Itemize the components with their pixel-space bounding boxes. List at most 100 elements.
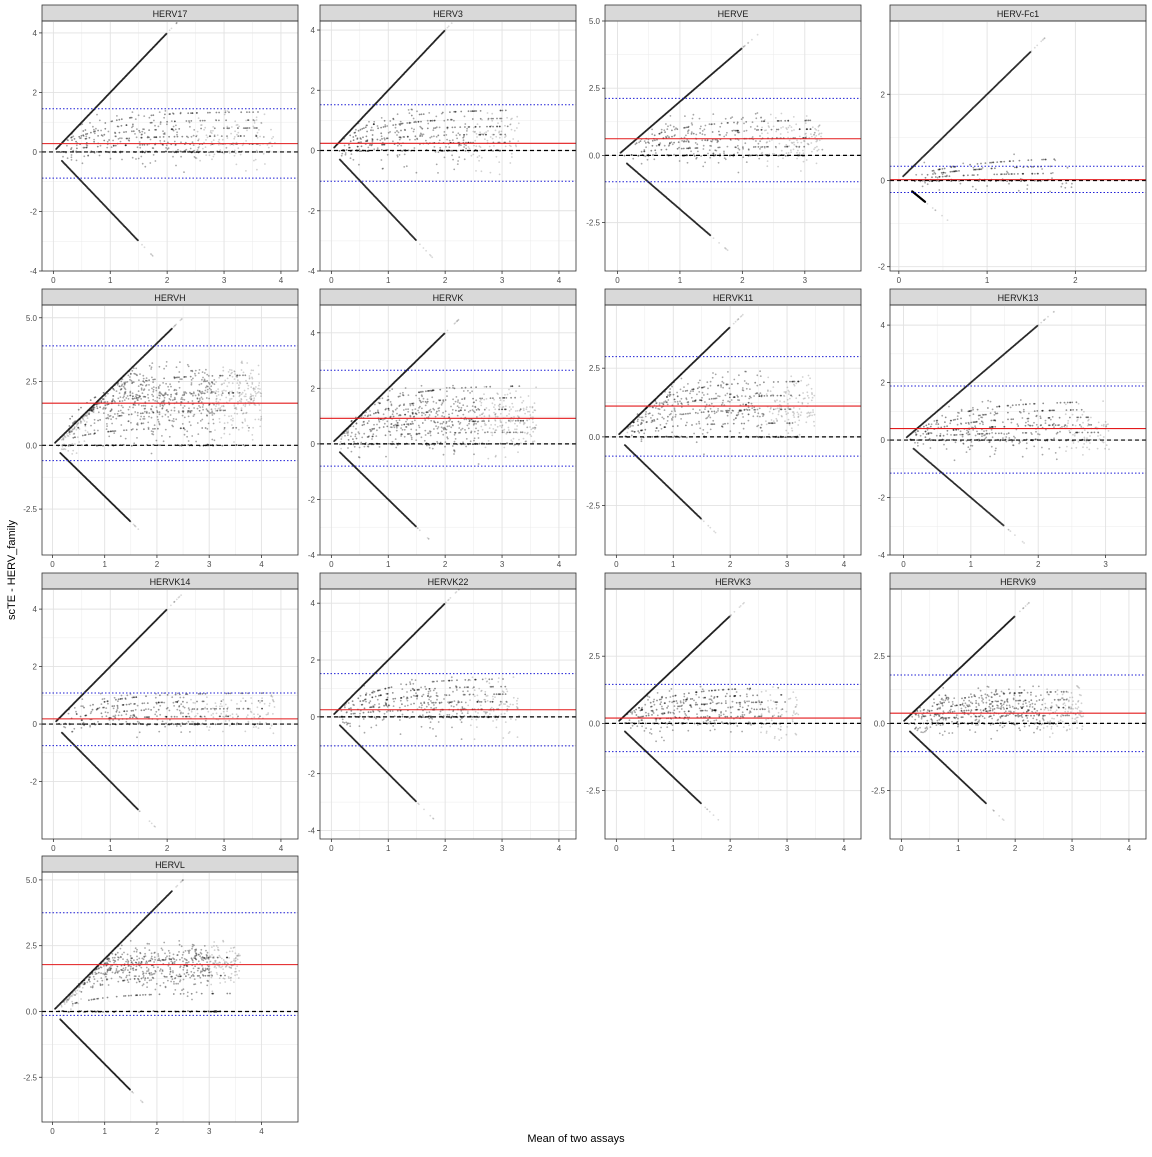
data-point [177,136,179,138]
data-point [428,416,430,418]
data-point [500,421,502,423]
y-tick-label: -2 [878,263,886,272]
data-point [140,156,142,158]
data-point [254,391,256,393]
data-point [777,166,779,168]
data-point [366,131,368,133]
data-point [166,121,168,123]
data-point [94,422,96,424]
data-point [110,415,112,417]
data-point [174,398,176,400]
data-point [785,127,787,129]
data-point [492,432,494,434]
data-point [424,419,426,421]
data-point [215,381,217,383]
data-point [927,203,929,205]
data-point [508,389,510,391]
data-point [183,427,185,429]
data-point [392,118,394,120]
data-point [186,436,188,438]
data-point [798,146,800,148]
data-point [475,170,477,172]
data-point [155,390,157,392]
data-point [136,136,138,138]
data-point [400,427,402,429]
data-point [480,110,482,112]
data-point [381,159,383,161]
data-point [407,408,409,410]
data-point [104,128,106,130]
data-point [411,109,413,111]
data-point [165,392,167,394]
data-point [734,146,736,148]
data-point [121,125,123,127]
data-point [505,146,507,148]
data-point [255,135,257,137]
data-point [793,142,795,144]
data-point [122,397,124,399]
data-point [77,427,79,429]
data-point [667,125,669,127]
data-point [137,415,139,417]
data-point [204,372,206,374]
data-point [937,177,939,179]
data-point [643,151,645,153]
data-point [451,154,453,156]
data-point [94,419,96,421]
data-point [664,131,666,133]
data-point [214,383,216,385]
data-point [110,418,112,420]
data-point [478,437,480,439]
data-point [746,130,748,132]
data-point [360,137,362,139]
data-point [457,160,459,162]
data-point [231,369,233,371]
data-point [234,413,236,415]
data-point [152,395,154,397]
data-point [443,333,445,335]
data-point [373,123,375,125]
data-point [671,136,673,138]
data-point [430,255,432,257]
data-point [151,433,153,435]
data-point [742,146,744,148]
data-point [677,148,679,150]
data-point [131,380,133,382]
data-point [144,166,146,168]
data-point [514,130,516,132]
data-point [216,112,218,114]
data-point [671,130,673,132]
data-point [142,412,144,414]
data-point [413,121,415,123]
data-point [229,398,231,400]
data-point [138,404,140,406]
data-point [339,444,341,446]
data-point [116,390,118,392]
data-point [358,456,360,458]
data-point [105,395,107,397]
data-point [132,407,134,409]
data-point [354,420,356,422]
data-point [421,113,423,115]
data-point [137,412,139,414]
data-point [386,420,388,422]
data-point [438,151,440,153]
data-point [81,123,83,125]
data-point [214,127,216,129]
data-point [373,121,375,123]
data-point [479,126,481,128]
data-point [414,139,416,141]
data-point [264,163,266,165]
data-point [212,130,214,132]
x-tick-label: 2 [155,560,160,569]
data-point [485,424,487,426]
data-point [66,433,68,435]
data-point [806,120,808,122]
data-point [491,434,493,436]
data-point [220,437,222,439]
data-point [1003,161,1005,163]
data-point [94,407,96,409]
data-point [475,428,477,430]
data-point [210,389,212,391]
data-point [193,391,195,393]
